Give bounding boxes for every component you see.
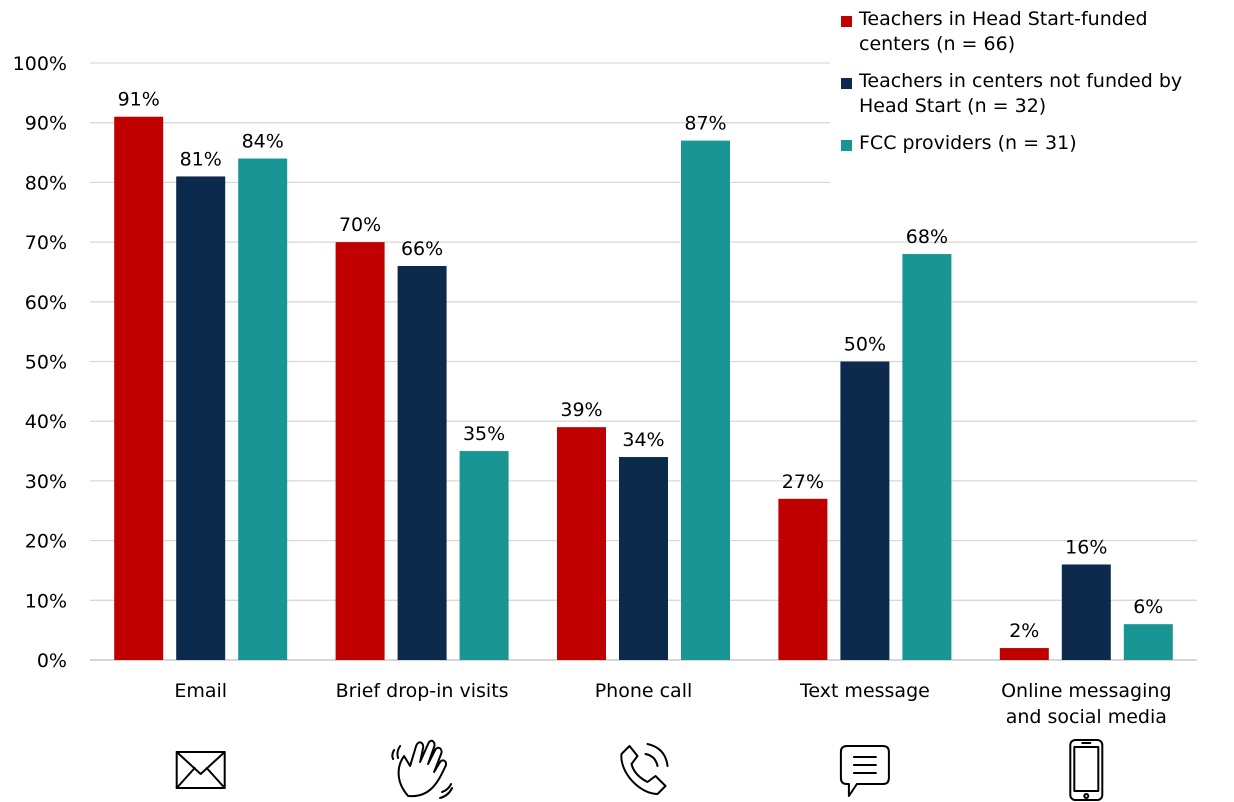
bar <box>335 242 385 660</box>
y-tick-label: 90% <box>25 113 67 135</box>
legend-item: FCC providers (n = 31) <box>841 132 1077 154</box>
data-label: 2% <box>1009 620 1039 642</box>
legend-background <box>830 0 1234 186</box>
data-label: 81% <box>180 148 222 170</box>
waving-hand-icon <box>391 739 454 799</box>
data-label: 50% <box>844 334 886 356</box>
legend-label: FCC providers (n = 31) <box>859 132 1077 154</box>
legend: Teachers in Head Start-funded centers (n … <box>830 0 1234 186</box>
data-label: 84% <box>242 131 284 153</box>
data-label: 91% <box>118 89 160 111</box>
data-label: 66% <box>401 238 443 260</box>
y-tick-label: 50% <box>25 352 67 374</box>
bar <box>459 451 509 660</box>
y-tick-label: 80% <box>25 172 67 194</box>
bar <box>1061 564 1111 660</box>
legend-label: Teachers in Head Start-funded centers (n … <box>858 8 1148 55</box>
x-tick-label: Brief drop-in visits <box>336 680 509 702</box>
legend-label: Teachers in centers not funded by Head St… <box>858 70 1182 117</box>
bar <box>902 254 952 661</box>
y-tick-label: 70% <box>25 232 67 254</box>
data-label: 16% <box>1065 536 1107 558</box>
bar <box>681 140 730 661</box>
bar <box>840 361 890 660</box>
legend-item: Teachers in Head Start-funded centers (n … <box>841 8 1148 55</box>
data-label: 27% <box>782 471 824 493</box>
y-tick-label: 20% <box>25 531 67 553</box>
data-labels: 91% 70% 39% 27% 2% 81% 66% 34% 50% 16% 84% 35% 87% 68… <box>118 89 1164 642</box>
legend-swatch <box>841 16 852 27</box>
legend-swatch <box>841 78 852 89</box>
bar <box>238 158 288 660</box>
smartphone-icon <box>1069 739 1104 801</box>
y-axis-ticks: 0% 10% 20% 30% 40% 50% 60% 70% 80% 90% 100% <box>13 53 67 672</box>
y-tick-label: 10% <box>25 590 67 612</box>
bar <box>1123 624 1173 660</box>
bar <box>999 648 1049 660</box>
phone-call-icon <box>620 743 669 795</box>
y-tick-label: 40% <box>25 411 67 433</box>
legend-item: Teachers in centers not funded by Head St… <box>841 70 1182 117</box>
x-tick-label: Phone call <box>595 680 693 702</box>
data-label: 6% <box>1133 596 1163 618</box>
data-label: 34% <box>622 429 664 451</box>
bar <box>557 427 606 660</box>
message-bubble-icon <box>839 745 890 797</box>
category-icons <box>175 739 1104 801</box>
x-tick-label: Online messaging and social media <box>1001 680 1171 728</box>
y-tick-label: 100% <box>13 53 67 75</box>
bars <box>114 116 1173 661</box>
data-label: 35% <box>463 423 505 445</box>
data-label: 39% <box>560 399 602 421</box>
data-label: 87% <box>684 113 726 135</box>
bar <box>176 176 226 660</box>
x-axis-ticks: Email Brief drop-in visits Phone call Text … <box>174 680 1171 728</box>
data-label: 68% <box>906 226 948 248</box>
bar <box>114 116 164 661</box>
y-tick-label: 0% <box>37 650 67 672</box>
legend-swatch <box>841 140 852 151</box>
x-tick-label: Email <box>174 680 227 702</box>
bar <box>397 265 447 660</box>
data-label: 70% <box>339 214 381 236</box>
x-tick-label: Text message <box>799 680 930 702</box>
envelope-icon <box>175 751 226 789</box>
bar <box>778 498 828 660</box>
y-tick-label: 30% <box>25 471 67 493</box>
y-tick-label: 60% <box>25 292 67 314</box>
bar <box>619 457 668 660</box>
